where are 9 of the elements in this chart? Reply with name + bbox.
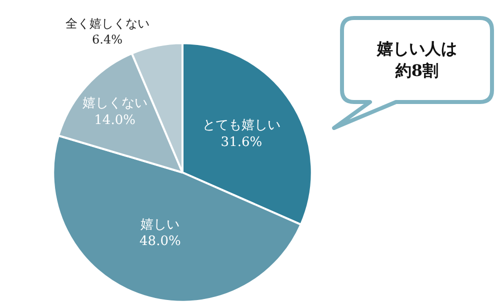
- text: 嬉しい人は約8割: [376, 38, 458, 82]
- slice-label: 嬉しくない: [82, 96, 148, 112]
- slice-label: 全く嬉しくない: [65, 16, 150, 31]
- data-label: 48.0%: [140, 234, 181, 250]
- data-label: 6.4%: [92, 32, 123, 46]
- data-label: 31.6%: [220, 134, 262, 150]
- slice-label: とても嬉しい: [202, 118, 280, 134]
- slice-label: 嬉しい: [140, 217, 180, 232]
- data-label: 14.0%: [94, 113, 136, 128]
